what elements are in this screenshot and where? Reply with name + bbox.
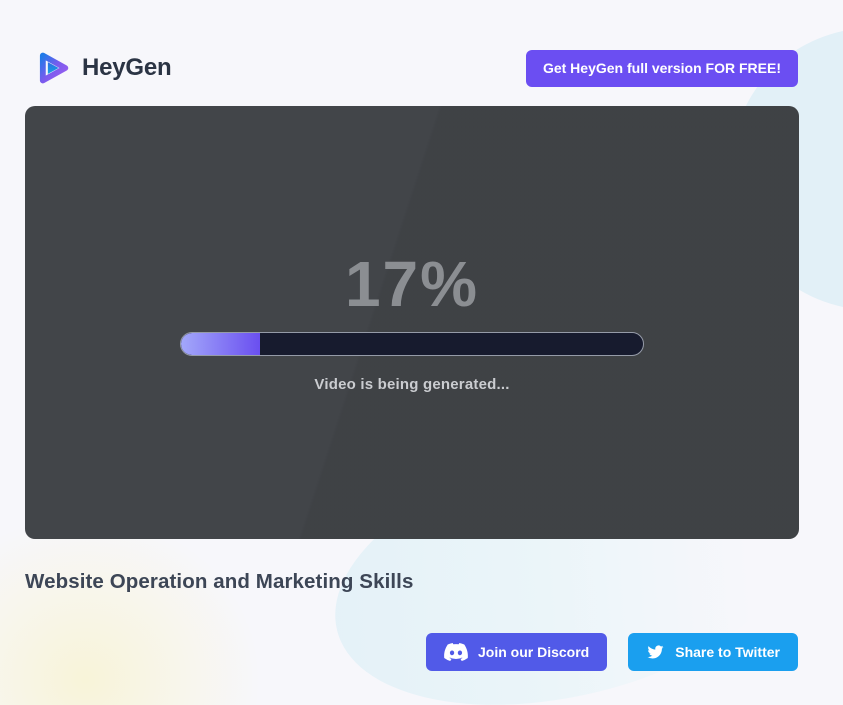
twitter-button[interactable]: Share to Twitter	[628, 633, 798, 671]
cta-button[interactable]: Get HeyGen full version FOR FREE!	[525, 49, 798, 87]
decorative-glow-bottom-left	[0, 515, 260, 705]
discord-button-label: Join our Discord	[478, 644, 590, 660]
video-title: Website Operation and Marketing Skills	[25, 570, 414, 593]
discord-button[interactable]: Join our Discord	[426, 633, 608, 671]
video-panel: 17% Video is being generated...	[25, 106, 799, 539]
discord-icon	[444, 643, 468, 661]
heygen-logo[interactable]: HeyGen	[32, 48, 172, 88]
heygen-play-swirl-icon	[32, 48, 72, 88]
header: HeyGen Get HeyGen full version FOR FREE!	[32, 48, 798, 88]
twitter-bird-icon	[646, 644, 665, 660]
progress-bar-fill	[181, 333, 260, 355]
brand-name: HeyGen	[82, 54, 172, 81]
action-buttons: Join our Discord Share to Twitter	[426, 633, 798, 671]
progress-bar-track	[180, 332, 644, 356]
progress-percent: 17%	[344, 248, 480, 320]
twitter-button-label: Share to Twitter	[675, 644, 780, 660]
progress-status-text: Video is being generated...	[314, 376, 510, 393]
